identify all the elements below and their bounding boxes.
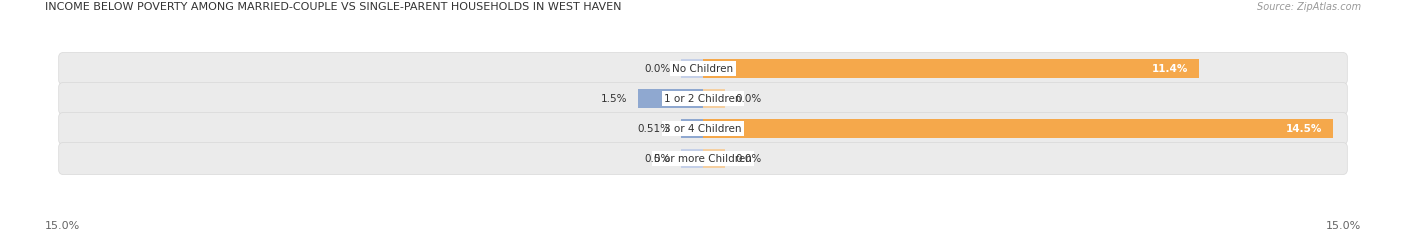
Text: 14.5%: 14.5% xyxy=(1286,123,1323,134)
Bar xyxy=(703,149,724,168)
Text: No Children: No Children xyxy=(672,64,734,74)
Bar xyxy=(682,149,703,168)
Bar xyxy=(638,89,703,108)
Text: 5 or more Children: 5 or more Children xyxy=(654,154,752,164)
Text: 0.0%: 0.0% xyxy=(735,154,762,164)
FancyBboxPatch shape xyxy=(59,52,1347,85)
Text: 3 or 4 Children: 3 or 4 Children xyxy=(664,123,742,134)
Text: 15.0%: 15.0% xyxy=(45,221,80,231)
Text: 0.0%: 0.0% xyxy=(644,64,671,74)
Bar xyxy=(703,89,724,108)
Bar xyxy=(682,59,703,78)
Text: INCOME BELOW POVERTY AMONG MARRIED-COUPLE VS SINGLE-PARENT HOUSEHOLDS IN WEST HA: INCOME BELOW POVERTY AMONG MARRIED-COUPL… xyxy=(45,2,621,12)
Text: 1.5%: 1.5% xyxy=(600,93,627,103)
Bar xyxy=(703,59,1198,78)
FancyBboxPatch shape xyxy=(59,142,1347,175)
Text: 15.0%: 15.0% xyxy=(1326,221,1361,231)
Text: 0.0%: 0.0% xyxy=(735,93,762,103)
FancyBboxPatch shape xyxy=(59,112,1347,145)
FancyBboxPatch shape xyxy=(59,82,1347,115)
Text: 0.0%: 0.0% xyxy=(644,154,671,164)
Text: Source: ZipAtlas.com: Source: ZipAtlas.com xyxy=(1257,2,1361,12)
Text: 0.51%: 0.51% xyxy=(637,123,669,134)
Bar xyxy=(681,119,703,138)
Text: 11.4%: 11.4% xyxy=(1152,64,1188,74)
Bar xyxy=(703,119,1333,138)
Text: 1 or 2 Children: 1 or 2 Children xyxy=(664,93,742,103)
